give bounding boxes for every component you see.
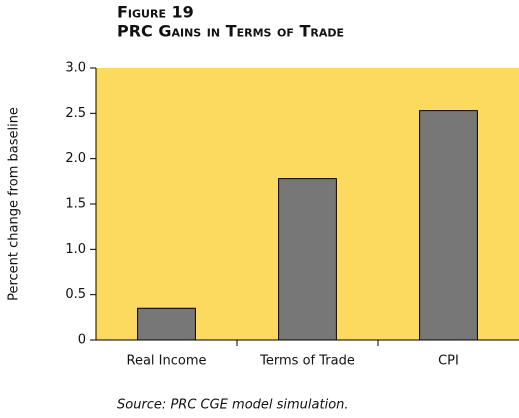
- y-tick-label: 0: [78, 333, 86, 348]
- y-tick-label: 1.5: [65, 197, 86, 212]
- source-note: Source: PRC CGE model simulation.: [117, 398, 349, 413]
- y-tick-label: 2.0: [65, 151, 86, 166]
- chart-subtitle: PRC Gains in Terms of Trade: [117, 22, 344, 41]
- chart-title: Figure 19: [117, 3, 194, 22]
- y-tick-label: 1.0: [65, 242, 86, 257]
- x-tick-label: CPI: [438, 354, 459, 369]
- x-tick-label: Terms of Trade: [259, 354, 355, 369]
- y-axis-label: Percent change from baseline: [7, 107, 22, 301]
- bar: [278, 178, 337, 341]
- y-tick-label: 2.5: [65, 106, 86, 121]
- y-tick-label: 3.0: [65, 61, 86, 76]
- bar: [137, 307, 196, 341]
- y-tick-label: 0.5: [65, 287, 86, 302]
- x-tick-label: Real Income: [127, 354, 207, 369]
- bar: [419, 110, 478, 341]
